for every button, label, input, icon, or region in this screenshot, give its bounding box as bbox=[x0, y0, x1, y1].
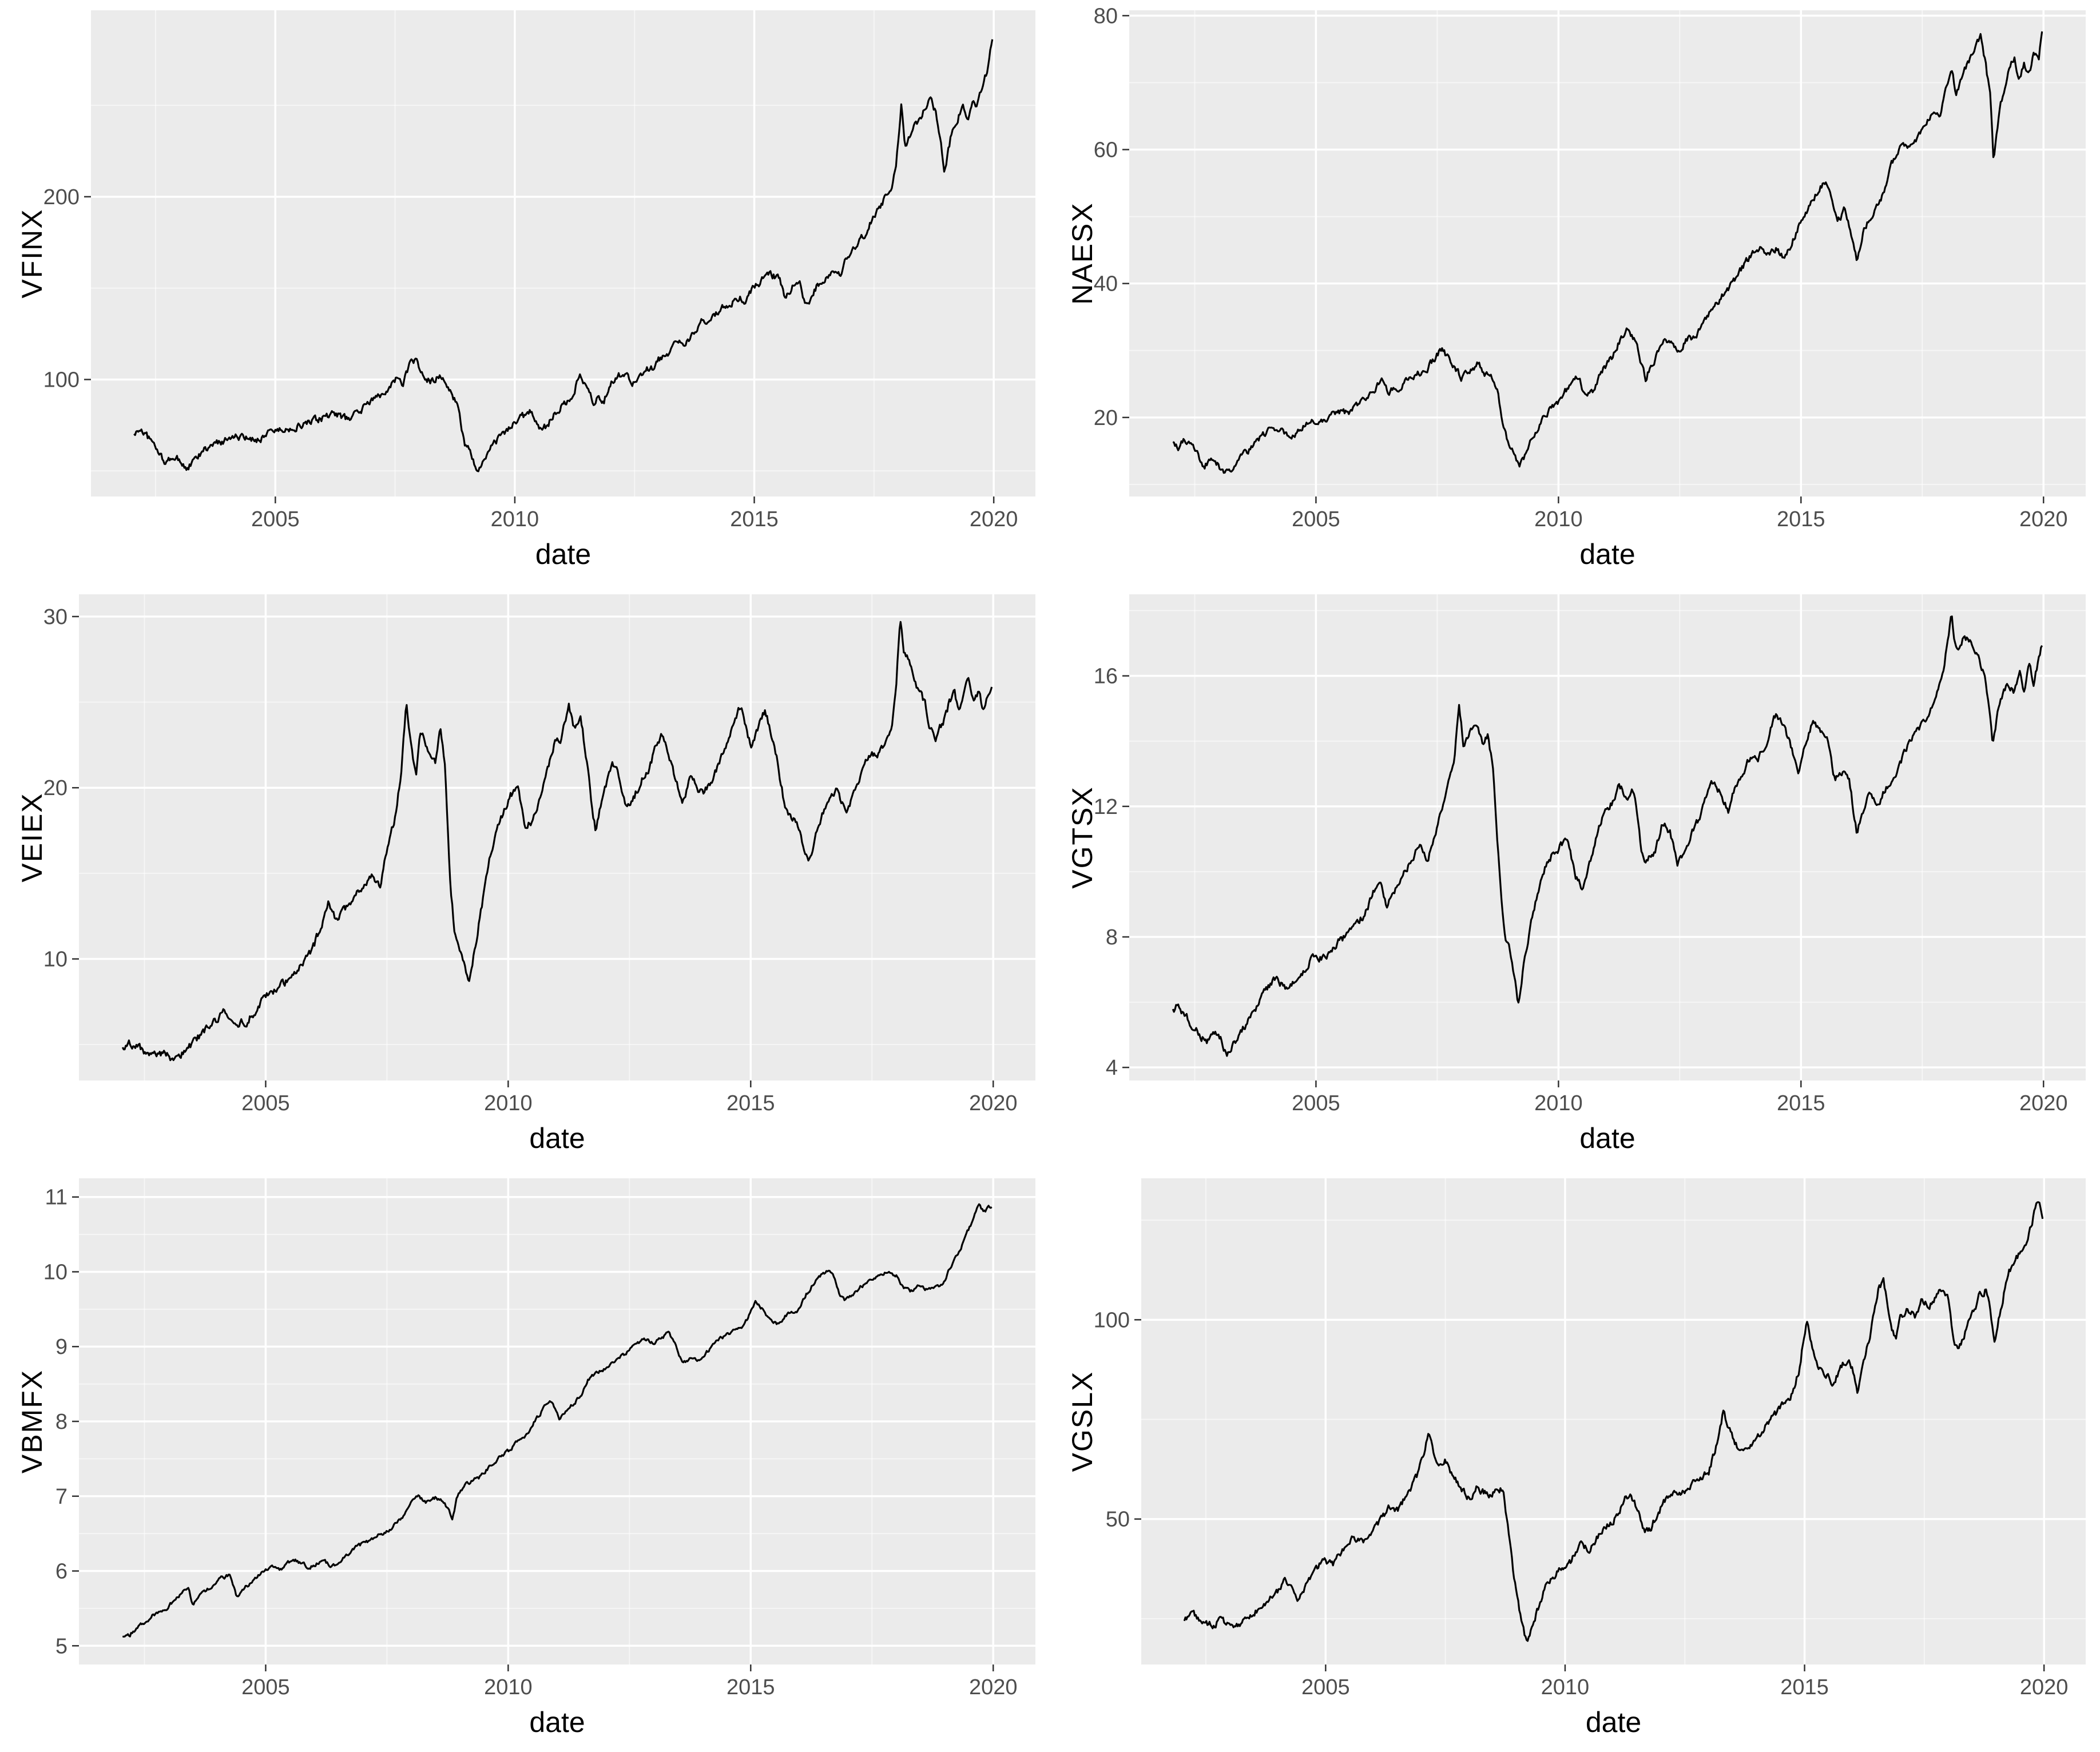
y-axis-tick-label: 5 bbox=[55, 1634, 68, 1658]
series-line bbox=[121, 621, 993, 1062]
y-axis-tick-label: 60 bbox=[1094, 138, 1118, 162]
y-axis-tick-label: 6 bbox=[55, 1560, 68, 1584]
chart-panel-vbmfx: 2005 2010 2015 2020 5 6 7 8 9 10 11 VBMFX date bbox=[0, 1168, 1050, 1752]
y-axis-tick-label: 8 bbox=[1106, 925, 1118, 950]
chart-panel-vgslx: 2005 2010 2015 2020 50 100 VGSLX date bbox=[1050, 1168, 2100, 1752]
x-axis-tick-label: 2005 bbox=[1292, 1091, 1340, 1115]
x-axis-tick-label: 2020 bbox=[970, 507, 1018, 531]
x-axis-tick-label: 2010 bbox=[484, 1091, 533, 1115]
x-axis-tick-label: 2020 bbox=[969, 1091, 1018, 1115]
x-axis-tick-label: 2020 bbox=[2019, 507, 2068, 531]
x-axis-tick-label: 2010 bbox=[1541, 1675, 1590, 1699]
y-axis-tick-label: 200 bbox=[43, 185, 80, 209]
plot-panel bbox=[1129, 594, 2086, 1080]
plot-panel bbox=[1141, 1178, 2086, 1664]
series-line bbox=[1183, 1201, 2044, 1642]
x-axis-tick-label: 2015 bbox=[1780, 1675, 1829, 1699]
x-axis-tick-label: 2010 bbox=[491, 507, 539, 531]
y-axis-tick-label: 10 bbox=[43, 1260, 68, 1284]
x-axis-title: date bbox=[1585, 1706, 1642, 1738]
x-axis-tick-label: 2020 bbox=[2020, 1675, 2069, 1699]
x-axis-title: date bbox=[529, 1122, 585, 1154]
y-axis-title: NAESX bbox=[1066, 202, 1098, 305]
chart-panel-veiex: 2005 2010 2015 2020 10 20 30 VEIEX date bbox=[0, 584, 1050, 1168]
x-axis-tick-label: 2005 bbox=[241, 1091, 290, 1115]
y-axis-tick-label: 20 bbox=[1094, 406, 1118, 430]
chart-panel-vfinx: 2005 2010 2015 2020 100 200 VFINX date bbox=[0, 0, 1050, 584]
x-axis-tick-label: 2015 bbox=[727, 1091, 775, 1115]
x-axis-tick-label: 2005 bbox=[241, 1675, 290, 1699]
x-axis-tick-label: 2015 bbox=[727, 1675, 775, 1699]
y-axis-tick-label: 7 bbox=[55, 1485, 68, 1509]
chart-svg: 2005 2010 2015 2020 50 100 bbox=[1094, 1178, 2086, 1699]
x-axis-tick-label: 2010 bbox=[484, 1675, 533, 1699]
x-axis-tick-label: 2010 bbox=[1534, 1091, 1583, 1115]
y-axis-tick-label: 9 bbox=[55, 1335, 68, 1359]
y-axis-title: VGSLX bbox=[1066, 1370, 1098, 1472]
y-axis-tick-label: 20 bbox=[43, 776, 68, 800]
chart-svg: 2005 2010 2015 2020 100 200 bbox=[43, 10, 1035, 531]
x-axis-tick-label: 2010 bbox=[1534, 507, 1583, 531]
y-axis-tick-label: 80 bbox=[1094, 4, 1118, 28]
y-axis-title: VEIEX bbox=[16, 792, 48, 883]
y-axis-title: VBMFX bbox=[16, 1369, 48, 1474]
y-axis-tick-label: 10 bbox=[43, 948, 68, 972]
y-axis-tick-label: 100 bbox=[43, 368, 80, 392]
y-axis-tick-label: 12 bbox=[1094, 795, 1118, 819]
y-axis-tick-label: 100 bbox=[1094, 1308, 1130, 1332]
chart-svg: 2005 2010 2015 2020 10 20 30 bbox=[43, 594, 1035, 1115]
y-axis-tick-label: 30 bbox=[43, 605, 68, 629]
y-axis-tick-label: 4 bbox=[1106, 1056, 1118, 1080]
y-axis-tick-label: 8 bbox=[55, 1410, 68, 1434]
series-line bbox=[1172, 615, 2043, 1057]
x-axis-tick-label: 2005 bbox=[251, 507, 300, 531]
chart-svg: 2005 2010 2015 2020 4 8 12 16 bbox=[1094, 594, 2086, 1115]
series-line bbox=[1172, 31, 2043, 474]
chart-svg: 2005 2010 2015 2020 5 6 7 8 9 10 11 bbox=[43, 1178, 1035, 1699]
y-axis-title: VGTSX bbox=[1066, 786, 1098, 889]
y-axis-tick-label: 11 bbox=[45, 1186, 68, 1210]
series-line bbox=[133, 39, 994, 472]
y-axis-tick-label: 50 bbox=[1106, 1508, 1130, 1532]
series-line bbox=[122, 1203, 993, 1638]
x-axis-title: date bbox=[1579, 1122, 1635, 1154]
chart-panel-vgtsx: 2005 2010 2015 2020 4 8 12 16 VGTSX date bbox=[1050, 584, 2100, 1168]
plot-panel bbox=[1129, 10, 2086, 496]
x-axis-title: date bbox=[535, 538, 592, 570]
x-axis-tick-label: 2015 bbox=[1777, 507, 1825, 531]
y-axis-title: VFINX bbox=[16, 208, 48, 299]
x-axis-tick-label: 2005 bbox=[1292, 507, 1340, 531]
plot-panel bbox=[91, 10, 1035, 496]
x-axis-tick-label: 2015 bbox=[730, 507, 779, 531]
x-axis-title: date bbox=[1579, 538, 1635, 570]
y-axis-tick-label: 40 bbox=[1094, 272, 1118, 296]
chart-panel-naesx: 2005 2010 2015 2020 20 40 60 80 NAESX date bbox=[1050, 0, 2100, 584]
y-axis-tick-label: 16 bbox=[1094, 665, 1118, 689]
x-axis-tick-label: 2020 bbox=[969, 1675, 1018, 1699]
x-axis-tick-label: 2005 bbox=[1301, 1675, 1350, 1699]
x-axis-tick-label: 2015 bbox=[1777, 1091, 1825, 1115]
x-axis-title: date bbox=[529, 1706, 585, 1738]
plot-panel bbox=[79, 594, 1035, 1080]
x-axis-tick-label: 2020 bbox=[2019, 1091, 2068, 1115]
